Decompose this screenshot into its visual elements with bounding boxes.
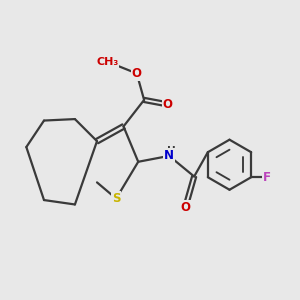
Text: O: O	[132, 67, 142, 80]
Text: H: H	[167, 146, 176, 157]
Text: O: O	[180, 201, 190, 214]
Text: S: S	[112, 192, 120, 205]
Text: O: O	[163, 98, 173, 111]
Text: N: N	[164, 149, 174, 162]
Text: F: F	[263, 171, 272, 184]
Text: CH₃: CH₃	[96, 57, 118, 67]
